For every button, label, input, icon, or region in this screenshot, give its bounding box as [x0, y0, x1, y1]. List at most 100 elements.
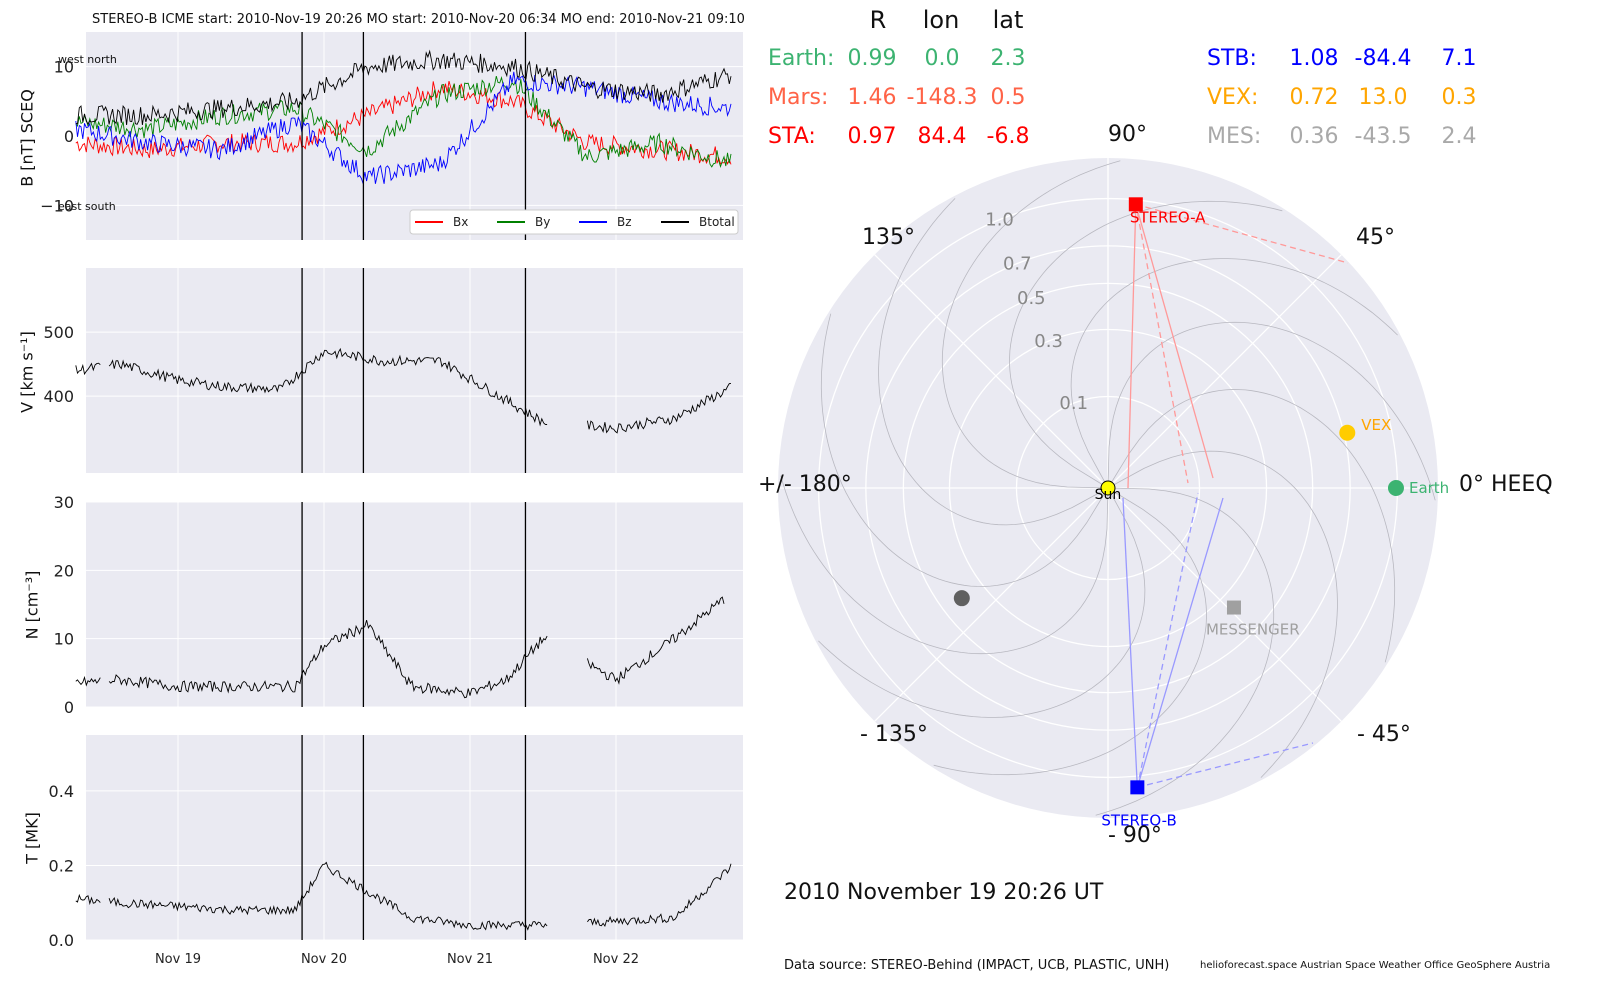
parker-spiral	[1107, 321, 1436, 501]
x-tick-label: Nov 21	[447, 952, 493, 967]
series-line-trace	[75, 347, 731, 434]
marker-planet	[953, 590, 970, 607]
marker-sun	[1100, 480, 1116, 496]
y-tick-label: 400	[43, 387, 74, 406]
table-cell: -43.5	[1354, 124, 1412, 149]
series-line-by	[75, 75, 732, 168]
x-tick-label: Nov 22	[593, 952, 639, 967]
time-series-panels: 10 0 −10 500 400 30 20 10 0 0.4 0.2 0.0 Nov 19 Nov 20…	[40, 32, 743, 967]
angle-label-45: 45°	[1356, 225, 1395, 250]
table-cell: 1.08	[1289, 46, 1339, 71]
table-cell: 0.3	[1441, 85, 1477, 110]
angle-label-180: +/- 180°	[758, 472, 852, 497]
stereo-a-fov-dash	[1135, 203, 1349, 264]
parker-spiral	[1070, 258, 1398, 489]
legend: Bx By Bz Btotal	[409, 209, 739, 235]
y-tick-label: 0.2	[49, 856, 74, 875]
table-cell: -6.8	[986, 124, 1030, 149]
angular-spoke	[1107, 487, 1342, 722]
table-cell: STA:	[768, 124, 816, 149]
stereo-b-fov-dash	[1137, 742, 1314, 788]
parker-spiral	[1107, 450, 1338, 778]
corner-label-bottom: east south	[58, 200, 116, 213]
label-vex: VEX	[1361, 416, 1391, 434]
table-cell: 0.97	[847, 124, 897, 149]
y-tick-label: −10	[40, 196, 74, 215]
table-cell: STB:	[1207, 46, 1257, 71]
angle-label-minus135: - 135°	[860, 722, 928, 747]
panel-background	[86, 735, 743, 940]
label-earth: Earth	[1409, 479, 1449, 497]
table-header: lat	[992, 6, 1024, 34]
series-line-trace	[75, 596, 725, 699]
parker-spiral	[1009, 200, 1283, 489]
table-cell: 0.72	[1289, 85, 1339, 110]
ylabel-t: T [MK]	[22, 812, 42, 864]
series-line-btotal	[75, 49, 732, 125]
stereo-b-fov-line	[1136, 497, 1224, 788]
angular-spoke	[1107, 254, 1342, 489]
angle-label-minus45: - 45°	[1357, 722, 1411, 747]
table-header: R	[869, 6, 887, 34]
parker-spiral	[780, 475, 1109, 655]
credits: helioforecast.space Austrian Space Weath…	[1200, 960, 1551, 971]
table-cell: Mars:	[768, 85, 829, 110]
stereo-b-fov-dash	[1136, 492, 1199, 788]
legend-label: Bz	[617, 215, 632, 229]
table-cell: 1.46	[847, 85, 897, 110]
y-tick-label: 0.0	[49, 931, 74, 950]
table-cell: 0.5	[990, 85, 1026, 110]
panel-background	[86, 268, 743, 473]
series-line-trace	[75, 861, 732, 931]
table-cell: VEX:	[1207, 85, 1259, 110]
radial-tick-label: 0.1	[1059, 393, 1088, 414]
table-cell: MES:	[1207, 124, 1262, 149]
table-cell: 2.4	[1441, 124, 1477, 149]
ylabel-v: V [km s⁻¹]	[17, 331, 37, 413]
y-tick-label: 0	[64, 698, 74, 717]
y-tick-label: 10	[54, 58, 74, 77]
angular-spoke	[874, 487, 1109, 722]
series-line-bz	[75, 71, 732, 184]
table-cell: -148.3	[906, 85, 978, 110]
y-tick-label: 10	[54, 630, 74, 649]
table-cell: -84.4	[1354, 46, 1412, 71]
parker-spiral	[818, 487, 1146, 718]
y-tick-label: 0	[64, 127, 74, 146]
data-source: Data source: STEREO-Behind (IMPACT, UCB,…	[784, 958, 1170, 973]
marker-messenger	[1226, 600, 1241, 615]
ylabel-n: N [cm⁻³]	[22, 570, 42, 640]
y-tick-label: 500	[43, 323, 74, 342]
label-sun: Sun	[1095, 487, 1122, 503]
angle-label-135: 135°	[862, 225, 915, 250]
stereo-a-fov-line	[1135, 204, 1214, 479]
table-cell: 0.0	[924, 46, 960, 71]
marker-stereo-a	[1128, 197, 1143, 212]
y-tick-label: 30	[54, 493, 74, 512]
table-cell: Earth:	[768, 46, 835, 71]
table-header: lon	[922, 6, 960, 34]
parker-spiral	[941, 160, 1121, 489]
radial-tick-label: 1.0	[985, 210, 1014, 231]
table-cell: 13.0	[1358, 85, 1408, 110]
marker-earth	[1387, 480, 1404, 496]
polar-plot: 0.1 0.3 0.5 0.7 1.0 Sun Earth VEX MESSENGER STERE…	[778, 158, 1449, 829]
parker-spiral	[1095, 487, 1275, 816]
radial-tick-label: 0.7	[1003, 253, 1032, 274]
parker-spiral	[1107, 389, 1396, 663]
radial-tick-label: 0.5	[1017, 288, 1046, 309]
legend-label: Btotal	[699, 215, 735, 229]
radial-tick-label: 0.3	[1034, 331, 1063, 352]
left-panel-title: STEREO-B ICME start: 2010-Nov-19 20:26 M…	[92, 12, 745, 27]
y-tick-label: 0.4	[49, 782, 74, 801]
label-stereo-a: STEREO-A	[1130, 208, 1206, 226]
angle-label-minus90: - 90°	[1108, 823, 1162, 848]
stereo-b-fov-line	[1122, 497, 1139, 788]
stereo-a-fov-line	[1127, 204, 1137, 489]
marker-stereo-b	[1130, 780, 1145, 795]
y-tick-label: 20	[54, 561, 74, 580]
timestamp: 2010 November 19 20:26 UT	[784, 880, 1104, 905]
panel-background	[86, 502, 743, 707]
label-stereo-b: STEREO-B	[1101, 811, 1176, 829]
